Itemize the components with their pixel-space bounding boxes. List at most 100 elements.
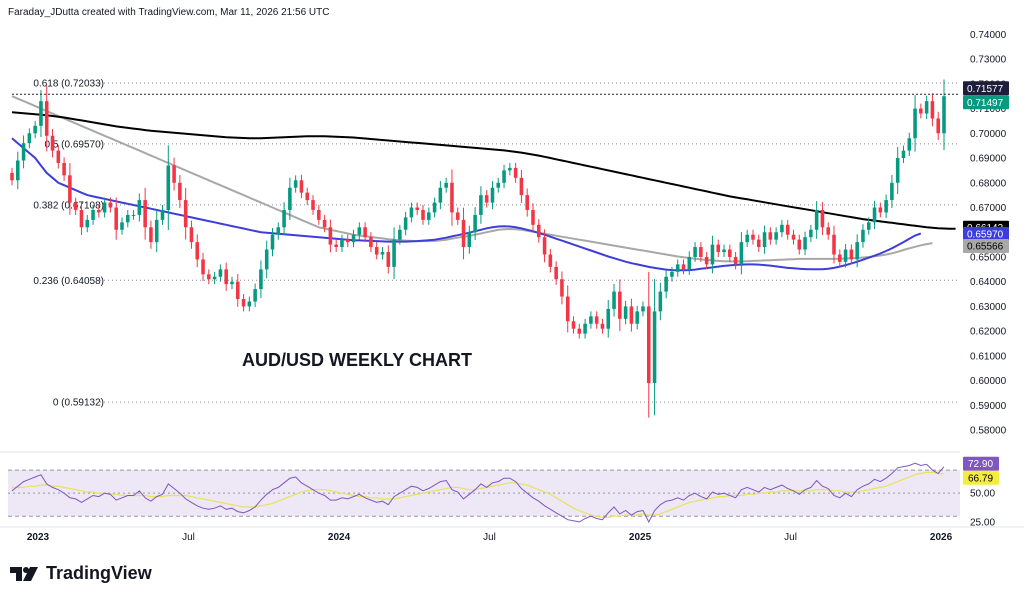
candle-body [924,101,929,114]
fib-level-label: 0 (0.59132) [53,398,104,409]
candle-body [652,311,657,384]
candle-body [230,281,234,285]
time-axis: 2023 Jul 2024 Jul 2025 Jul 2026 [0,526,1024,543]
candle-body [571,321,576,329]
price-badge [963,81,1009,96]
candle-body [432,202,437,213]
candle-body [762,232,767,248]
candle-body [235,281,240,300]
candle-body [907,138,912,151]
time-axis-label: 2026 [930,532,953,543]
candle-body [473,214,477,233]
candlesticks [10,79,946,418]
candle-body [490,187,495,203]
candle-body [91,209,95,220]
candle-body [704,256,709,265]
candle-body [936,118,940,134]
candle-body [247,301,252,307]
candle-body [589,316,593,324]
candle-body [826,227,831,235]
candle-body [814,209,819,230]
candle-body [97,209,101,213]
candle-body [183,200,188,228]
candle-body [890,182,894,201]
chart-canvas[interactable]: 0.618 (0.72033) 0.5 (0.69570) 0.382 (0.671… [0,0,1024,560]
chart-attribution: Faraday_JDutta created with TradingView.… [8,7,330,18]
candle-body [548,254,553,267]
candle-body [751,234,755,240]
candle-body [264,249,269,270]
candle-body [560,279,564,297]
candle-body [612,291,616,309]
candle-body [594,316,599,324]
candle-body [201,259,205,275]
candle-body [809,229,813,238]
chart-title: AUD/USD WEEKLY CHART [242,350,472,370]
candle-body [502,170,506,183]
candle-body [861,229,865,243]
candle-body [125,214,130,223]
candle-body [154,219,159,243]
candle-body [583,323,587,334]
moving-averages [11,95,956,272]
ma-200-line [11,111,956,230]
candle-body [774,232,778,240]
rsi-line [11,462,945,524]
candle-body [44,101,49,136]
candle-body [797,239,802,250]
price-badge-label: 0.65970 [967,229,1004,240]
price-tick-label: 0.61000 [970,351,1007,362]
time-axis-label: Jul [784,532,797,543]
price-tick-label: 0.60000 [970,376,1007,387]
candle-body [496,182,501,188]
candle-body [270,234,275,250]
price-tick-label: 0.73000 [970,55,1007,66]
candle-body [160,209,165,220]
candle-body [901,150,906,159]
candle-body [369,237,373,248]
fib-level-label: 0.618 (0.72033) [33,79,104,90]
candle-body [10,172,14,181]
candle-body [27,133,32,144]
candle-body [646,306,651,384]
candle-body [461,219,466,248]
candle-body [525,195,529,210]
candle-body [288,187,292,210]
candle-body [895,158,900,183]
price-tick-label: 0.63000 [970,302,1007,313]
price-badge [963,95,1009,110]
price-badge-label: 0.71577 [967,84,1004,95]
candle-body [305,192,310,201]
candle-body [172,165,176,183]
candle-body [450,182,454,213]
price-tick-label: 0.64000 [970,277,1007,288]
candle-body [50,135,55,151]
candle-body [872,207,877,223]
candle-body [79,209,84,228]
candle-body [745,234,749,243]
candle-body [189,227,194,243]
candle-body [849,249,854,260]
candle-body [554,266,558,280]
candle-body [820,209,825,228]
candle-body [374,247,379,255]
candle-body [68,175,72,203]
candle-body [577,328,582,334]
rsi-badge-label: 66.79 [968,473,993,484]
candle-body [832,234,836,255]
tradingview-logo[interactable]: TradingView [10,563,152,584]
candle-body [919,108,923,114]
candle-body [363,227,367,238]
candle-body [884,200,888,213]
candle-body [392,239,396,267]
price-tick-label: 0.65000 [970,252,1007,263]
candle-body [681,264,686,270]
candle-body [259,269,263,290]
candle-body [137,200,142,215]
candle-body [658,291,663,312]
price-badge [963,226,1009,241]
candle-body [33,125,37,134]
candle-body [733,256,738,265]
candle-body [218,269,223,277]
